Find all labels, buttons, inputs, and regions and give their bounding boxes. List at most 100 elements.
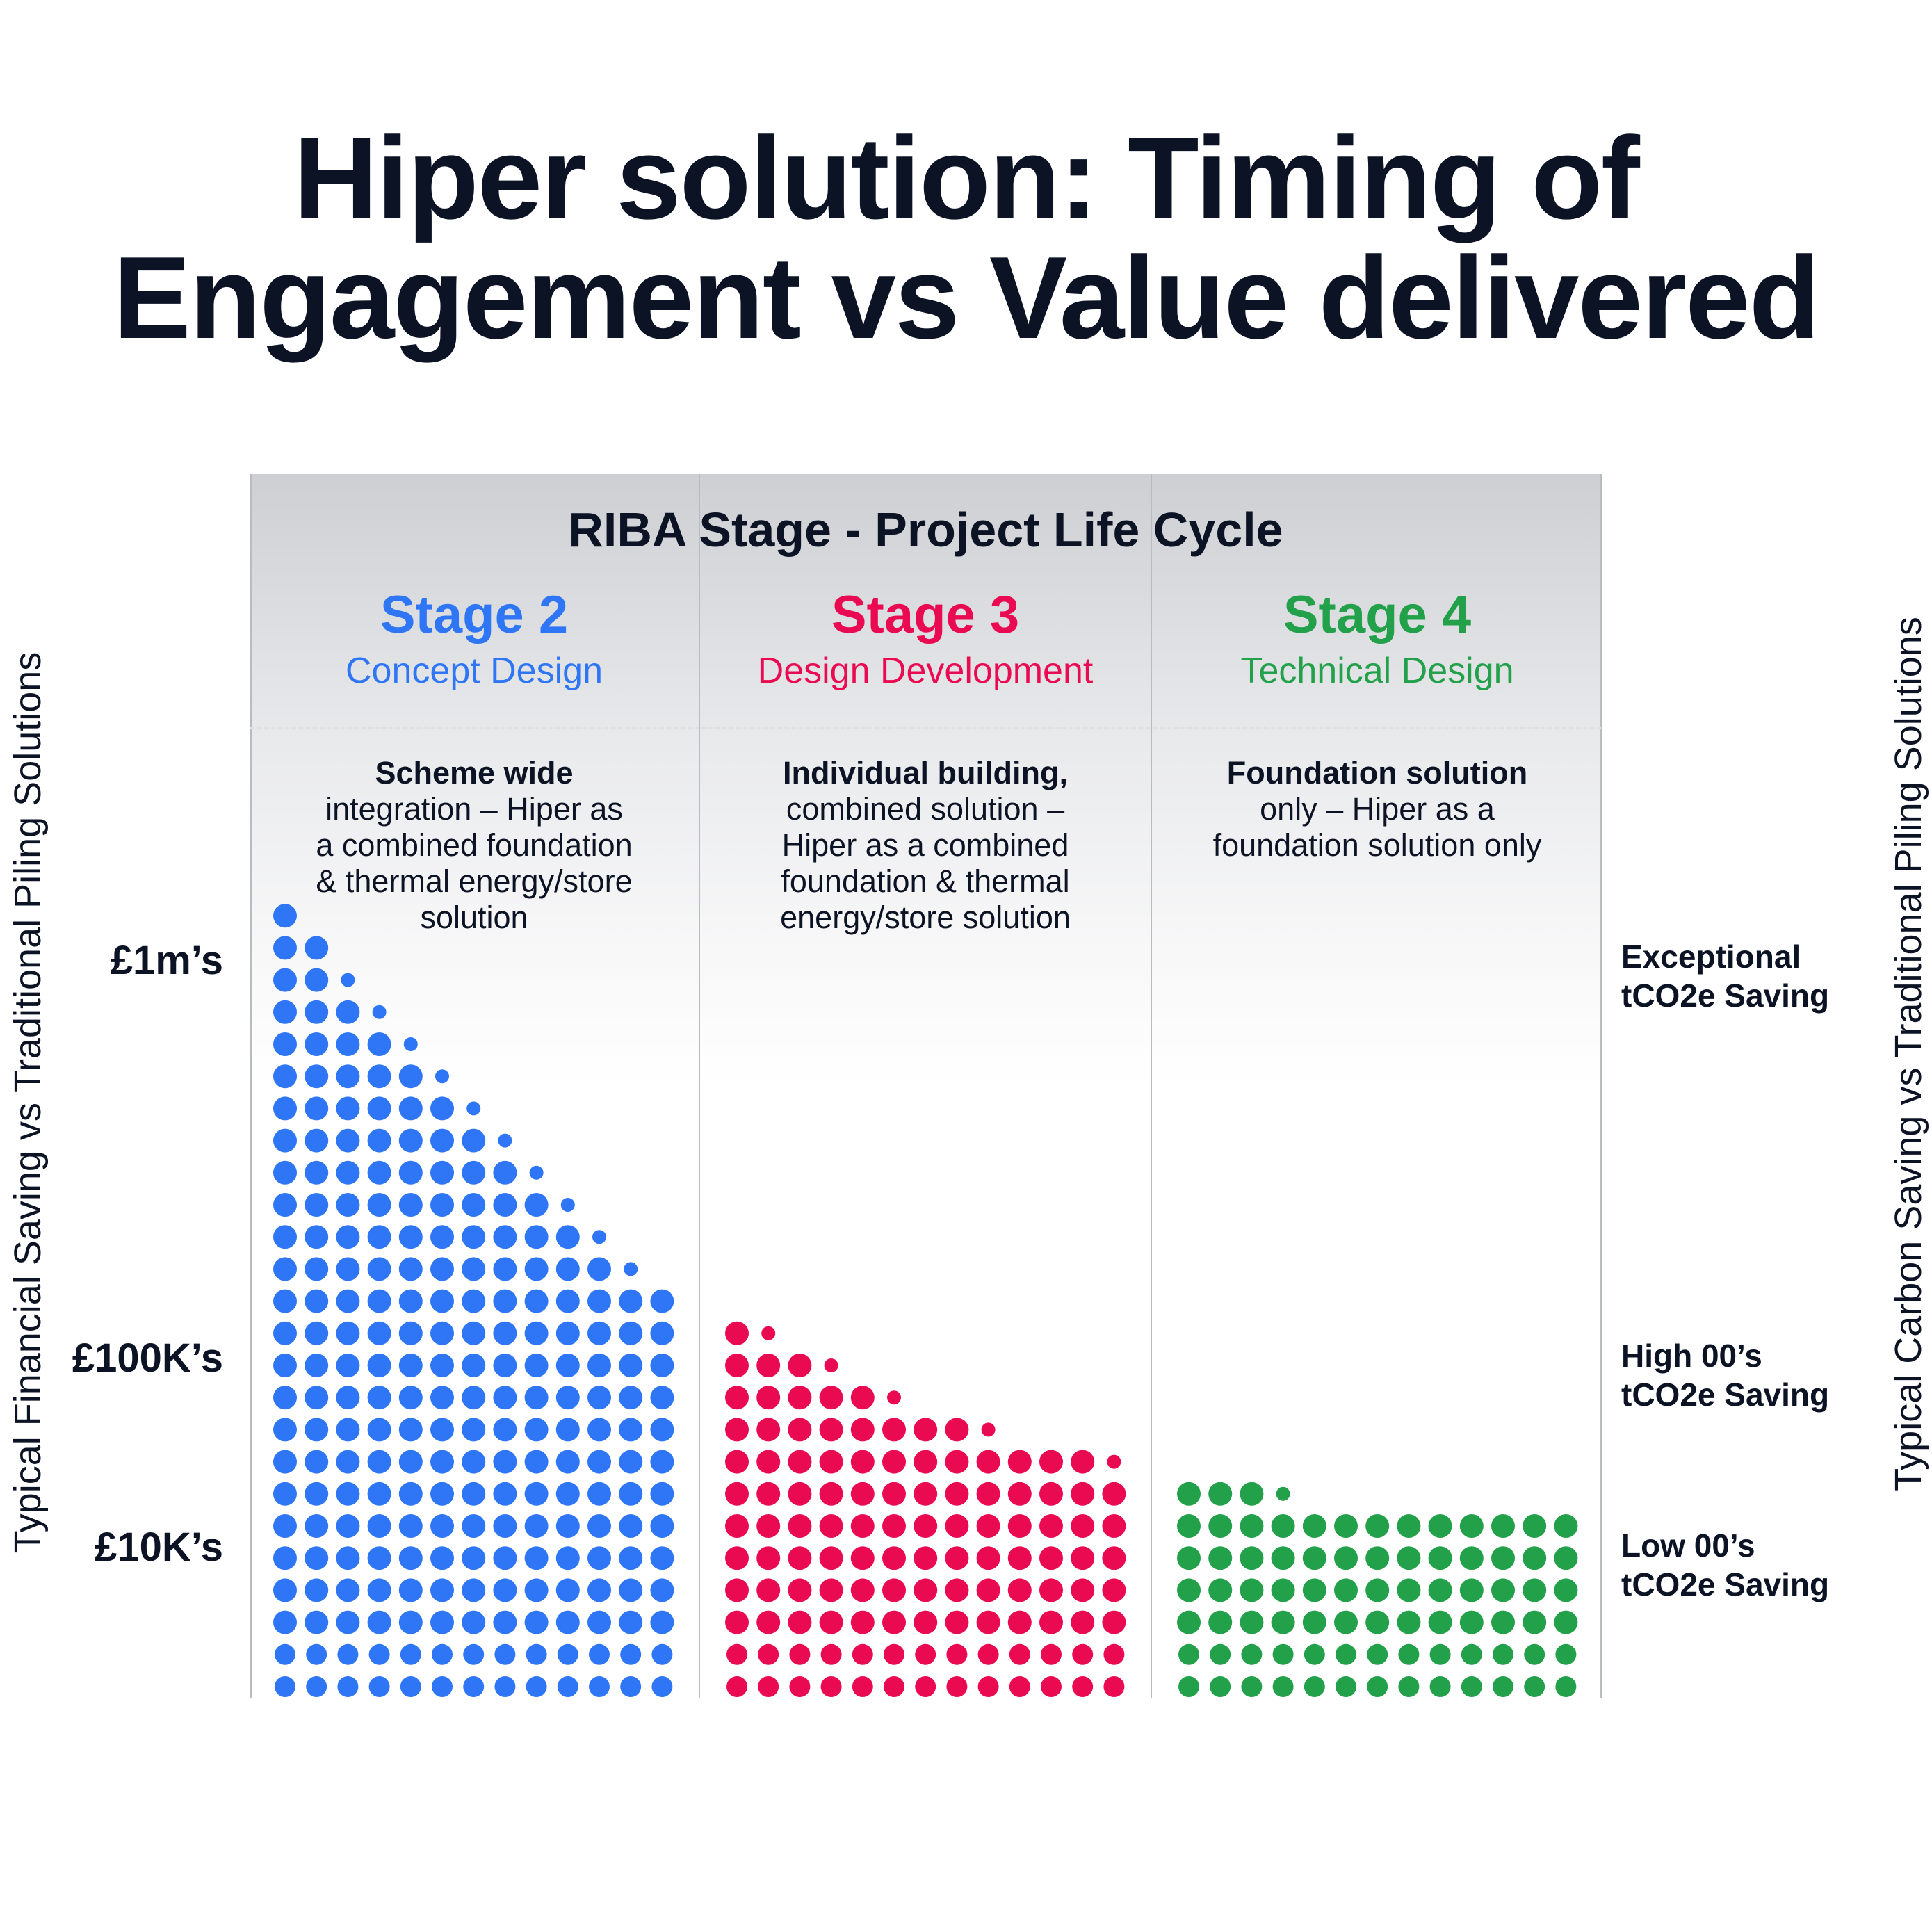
dot: [493, 1482, 517, 1506]
dot: [945, 1482, 969, 1506]
dot: [915, 1643, 936, 1665]
dot: [977, 1676, 999, 1697]
stage-subtitle: Technical Design: [1240, 651, 1514, 691]
dot: [650, 1578, 674, 1602]
dot: [336, 1257, 360, 1281]
dot: [1365, 1578, 1390, 1602]
dot: [372, 1005, 387, 1019]
dot: [336, 1482, 360, 1506]
dot: [432, 1676, 453, 1697]
dot: [1461, 1643, 1482, 1665]
dot: [1524, 1676, 1545, 1697]
dot: [1365, 1514, 1390, 1538]
dot: [624, 1262, 638, 1276]
dot: [819, 1546, 843, 1570]
dot: [1039, 1514, 1063, 1538]
dot: [650, 1354, 674, 1377]
dot: [726, 1643, 747, 1665]
dot: [305, 1289, 329, 1313]
dot: [493, 1160, 517, 1185]
dot: [1397, 1578, 1421, 1602]
dot: [273, 1546, 297, 1570]
dot: [976, 1450, 1000, 1474]
dot: [462, 1160, 486, 1185]
dot: [756, 1418, 781, 1442]
dot: [1007, 1450, 1032, 1474]
dot: [1397, 1546, 1421, 1570]
dot: [524, 1418, 549, 1442]
dot: [398, 1450, 423, 1474]
dot: [398, 1610, 423, 1634]
dot: [336, 1160, 360, 1185]
dot: [725, 1354, 749, 1377]
panel-left-border: [250, 474, 252, 1698]
dot: [1208, 1482, 1233, 1506]
dot: [336, 1225, 360, 1249]
dot: [1429, 1676, 1451, 1697]
dot: [850, 1514, 875, 1538]
stage-subtitle: Design Development: [757, 651, 1094, 691]
dot: [1208, 1514, 1233, 1538]
dot: [589, 1676, 610, 1697]
dot: [1009, 1643, 1030, 1665]
desc-line: foundation solution only: [1212, 827, 1542, 863]
dot: [1334, 1578, 1358, 1602]
dot: [555, 1578, 580, 1602]
dot: [430, 1386, 454, 1410]
dot: [1524, 1643, 1545, 1665]
dot: [462, 1386, 486, 1410]
dot: [273, 1064, 297, 1089]
dot: [945, 1610, 969, 1634]
dot: [367, 1578, 391, 1602]
dot: [273, 1160, 297, 1185]
dot: [1523, 1514, 1547, 1538]
dot: [788, 1482, 812, 1506]
dot: [305, 936, 329, 960]
dot: [1102, 1514, 1126, 1538]
dot: [1177, 1610, 1201, 1634]
dot: [275, 1676, 295, 1697]
dot: [1007, 1514, 1032, 1538]
dot: [914, 1450, 938, 1474]
dot: [1459, 1610, 1484, 1634]
dot: [273, 1450, 297, 1474]
dot: [273, 1096, 297, 1121]
desc-line: Hiper as a combined: [781, 827, 1069, 863]
dot: [1271, 1546, 1295, 1570]
dot: [367, 1386, 391, 1410]
dot: [1272, 1643, 1294, 1665]
dot: [524, 1450, 549, 1474]
dot: [462, 1610, 486, 1634]
dot: [367, 1160, 391, 1185]
dot: [884, 1676, 904, 1697]
desc-line: a combined foundation: [316, 827, 633, 863]
dot: [619, 1610, 643, 1634]
dot: [493, 1354, 517, 1377]
dot: [1493, 1643, 1513, 1665]
dot: [398, 1321, 423, 1345]
right-tick-low: Low 00’s tCO2e Saving: [1621, 1526, 1829, 1604]
dot: [788, 1546, 812, 1570]
dot: [850, 1482, 875, 1506]
dot: [462, 1128, 486, 1153]
dot: [945, 1578, 969, 1602]
left-tick-100k: £100K’s: [72, 1336, 223, 1381]
dot: [1071, 1450, 1095, 1474]
dot: [587, 1354, 611, 1377]
dot: [398, 1193, 423, 1217]
dot: [398, 1225, 423, 1249]
dot: [557, 1676, 578, 1697]
dot: [466, 1101, 481, 1116]
dot: [462, 1289, 486, 1313]
dot: [1177, 1514, 1201, 1538]
dot: [1302, 1578, 1326, 1602]
dot: [1304, 1643, 1325, 1665]
desc-bold: Scheme wide: [375, 755, 574, 790]
right-tick-exceptional: Exceptional tCO2e Saving: [1621, 937, 1829, 1015]
dot: [850, 1546, 875, 1570]
dot: [305, 1160, 329, 1185]
dot: [336, 1418, 360, 1442]
dot: [820, 1643, 842, 1665]
dot: [493, 1418, 517, 1442]
dot: [1009, 1676, 1030, 1697]
